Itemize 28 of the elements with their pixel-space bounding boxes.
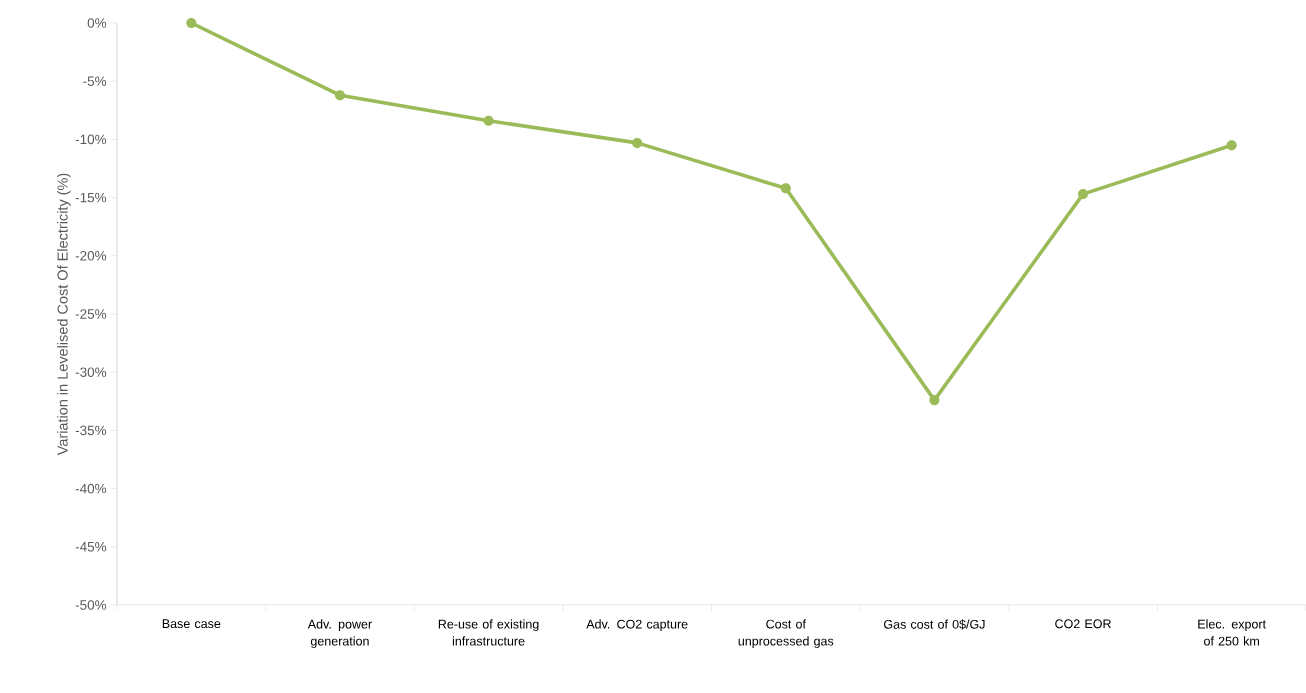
- x-tick-label: Adv. power generation: [307, 619, 372, 648]
- point: [483, 115, 494, 126]
- y-tick-label: -45%: [75, 542, 107, 552]
- y-tick-label: 0%: [87, 18, 107, 28]
- x-tick-label: Re-use of existing infrastructure: [438, 619, 539, 646]
- point: [334, 90, 345, 101]
- point: [1077, 189, 1089, 200]
- x-tick-label: Adv. CO2 capture: [586, 619, 688, 631]
- point: [1226, 140, 1237, 151]
- y-tick-label: -40%: [75, 483, 107, 494]
- y-tick-label: -30%: [75, 367, 107, 377]
- y-tick-label: -5%: [83, 76, 107, 86]
- point: [929, 395, 940, 406]
- x-tick-label: Cost of unprocessed gas: [738, 619, 834, 648]
- y-tick-label: -50%: [75, 600, 107, 610]
- x-tick-label: Elec. export of 250 km: [1198, 619, 1266, 646]
- y-tick-label: -20%: [75, 251, 107, 261]
- x-tick-label: Gas cost of 0$/GJ: [883, 619, 985, 630]
- point: [780, 183, 791, 194]
- x-tick-label: CO2 EOR: [1055, 619, 1111, 629]
- y-tick-label: -10%: [75, 134, 107, 145]
- point: [186, 17, 197, 29]
- y-tick-label: -15%: [75, 192, 107, 203]
- y-tick-label: -25%: [75, 309, 107, 319]
- y-tick-label: -35%: [75, 425, 107, 436]
- point: [632, 137, 643, 148]
- x-tick-label: Base case: [162, 619, 221, 629]
- y-axis-title: Variation in Levelised Cost Of Electricity (%): [57, 173, 71, 456]
